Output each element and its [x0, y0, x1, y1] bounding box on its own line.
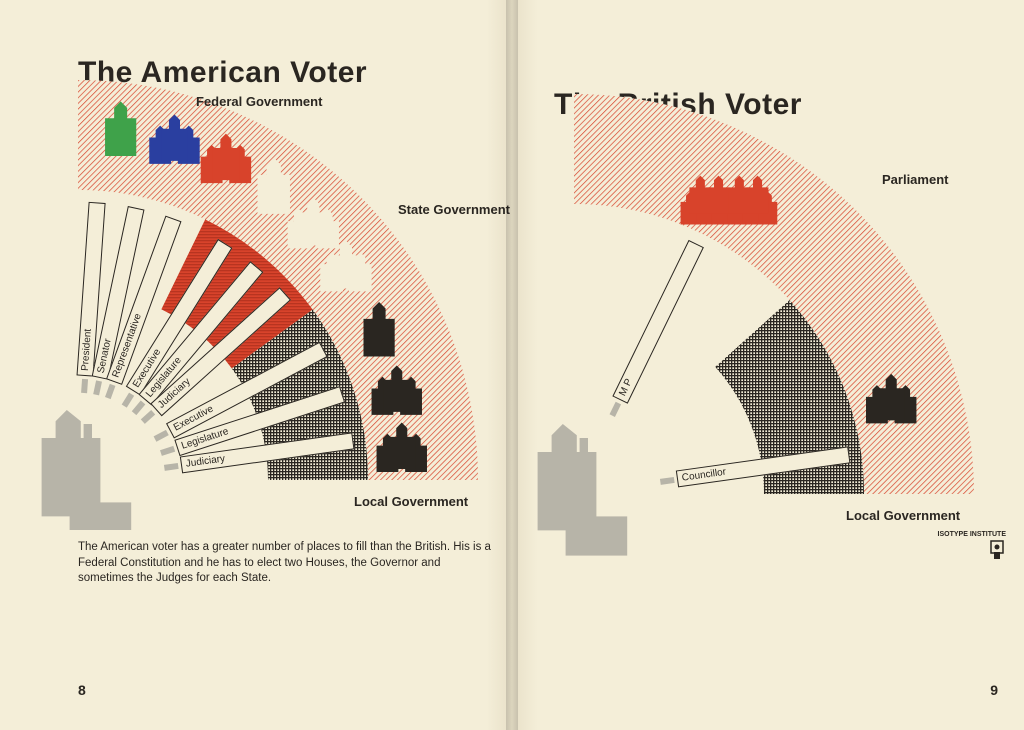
isotype-logo: ISOTYPE INSTITUTE	[938, 532, 1006, 560]
isotype-logo-text: ISOTYPE INSTITUTE	[938, 531, 1006, 538]
page-left: The American Voter	[0, 0, 512, 730]
isotype-icon	[988, 540, 1006, 560]
label-state: State Government	[398, 202, 510, 217]
page-number-left: 8	[78, 682, 86, 698]
page-number-right: 9	[990, 682, 998, 698]
label-federal: Federal Government	[196, 94, 322, 109]
label-local-uk: Local Government	[846, 508, 960, 523]
page-right: The British Voter M PCouncillor Parliame…	[512, 0, 1024, 730]
label-parliament: Parliament	[882, 172, 948, 187]
diagram-british	[512, 0, 1024, 560]
caption-american: The American voter has a greater number …	[78, 540, 498, 587]
label-local-us: Local Government	[354, 494, 468, 509]
